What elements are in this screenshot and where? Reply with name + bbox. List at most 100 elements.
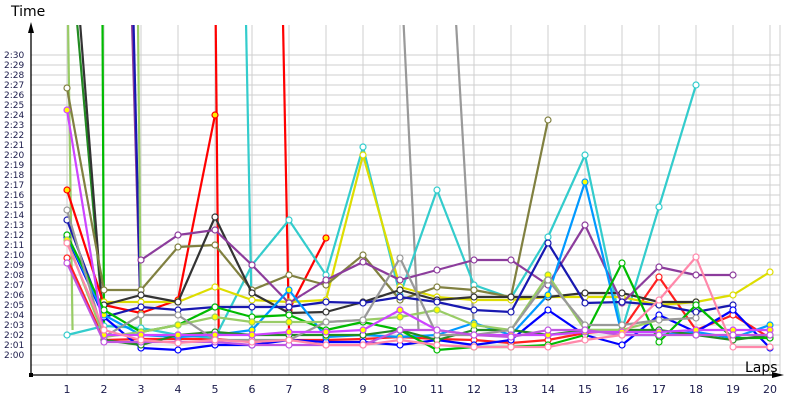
y-tick-label: 2:05 [4,301,24,311]
data-point-marker [248,303,256,311]
series-lines [63,25,774,354]
data-point-marker [100,306,108,314]
y-tick-label: 2:25 [4,101,24,111]
offscreen-line [281,25,291,331]
data-point-marker [433,283,441,291]
data-point-marker [507,293,515,301]
offscreen-line [101,25,106,331]
data-point-marker [581,151,589,159]
data-point-marker [470,343,478,351]
data-point-marker [618,289,626,297]
data-point-marker [470,331,478,339]
data-point-marker [137,256,145,264]
y-tick-label: 2:07 [4,281,24,291]
series-navy [63,216,737,321]
x-tick-label: 4 [175,383,182,396]
data-point-marker [470,286,478,294]
data-point-marker [396,254,404,262]
data-point-marker [729,343,737,351]
data-point-marker [211,336,219,344]
data-point-marker [544,326,552,334]
data-point-marker [470,321,478,329]
offscreen-line [455,25,476,331]
offscreen-line [136,25,143,331]
y-tick-label: 2:15 [4,201,24,211]
data-point-marker [174,231,182,239]
data-point-marker [359,316,367,324]
data-point-marker [655,338,663,346]
data-point-marker [285,318,293,326]
x-tick-label: 12 [467,383,481,396]
data-point-marker [396,306,404,314]
data-point-marker [729,306,737,314]
data-point-marker [285,336,293,344]
data-point-marker [396,276,404,284]
data-point-marker [359,258,367,266]
y-tick-label: 2:11 [4,241,24,251]
x-tick-label: 1 [64,383,71,396]
data-point-marker [507,308,515,316]
x-tick-label: 3 [138,383,145,396]
series-green [63,231,774,354]
data-point-marker [285,303,293,311]
data-point-marker [618,298,626,306]
data-point-marker [433,341,441,349]
data-point-marker [692,253,700,261]
x-tick-label: 18 [689,383,703,396]
data-point-marker [285,328,293,336]
data-point-marker [396,293,404,301]
data-point-marker [174,346,182,354]
data-point-marker [322,298,330,306]
y-tick-label: 2:08 [4,271,24,281]
y-tick-label: 2:30 [4,51,24,61]
data-point-marker [433,306,441,314]
data-point-marker [174,311,182,319]
x-tick-label: 17 [652,383,666,396]
series-pink [63,239,774,351]
data-point-marker [692,271,700,279]
data-point-marker [396,286,404,294]
data-point-marker [396,326,404,334]
data-point-marker [285,271,293,279]
data-point-marker [766,343,774,351]
y-axis [28,22,34,375]
data-point-marker [618,341,626,349]
y-tick-label: 2:18 [4,171,24,181]
data-point-marker [248,289,256,297]
data-point-marker [285,311,293,319]
data-point-marker [433,266,441,274]
data-point-marker [248,318,256,326]
x-axis-tick-labels: 1 2 3 4 5 6 7 8 9 10 11 12 13 14 15 16 17 18 19 20 [64,383,778,396]
data-point-marker [766,331,774,339]
data-point-marker [285,286,293,294]
data-point-marker [359,299,367,307]
x-tick-label: 11 [430,383,444,396]
data-point-marker [174,243,182,251]
data-point-marker [581,326,589,334]
data-point-marker [211,303,219,311]
y-tick-label: 2:22 [4,131,24,141]
data-point-marker [618,331,626,339]
data-point-marker [729,271,737,279]
data-point-marker [581,178,589,186]
y-tick-label: 2:29 [4,61,24,71]
y-tick-label: 2:13 [4,221,24,231]
y-tick-label: 2:27 [4,81,24,91]
data-point-marker [322,328,330,336]
data-point-marker [544,233,552,241]
data-point-marker [655,331,663,339]
y-tick-label: 2:12 [4,231,24,241]
data-point-marker [211,226,219,234]
data-point-marker [581,221,589,229]
data-point-marker [359,341,367,349]
data-point-marker [100,338,108,346]
y-tick-label: 2:10 [4,251,24,261]
data-point-marker [729,291,737,299]
data-point-marker [174,331,182,339]
data-point-marker [63,84,71,92]
data-point-marker [692,331,700,339]
data-point-marker [322,341,330,349]
data-point-marker [692,314,700,322]
data-point-marker [63,331,71,339]
x-axis [29,372,784,378]
